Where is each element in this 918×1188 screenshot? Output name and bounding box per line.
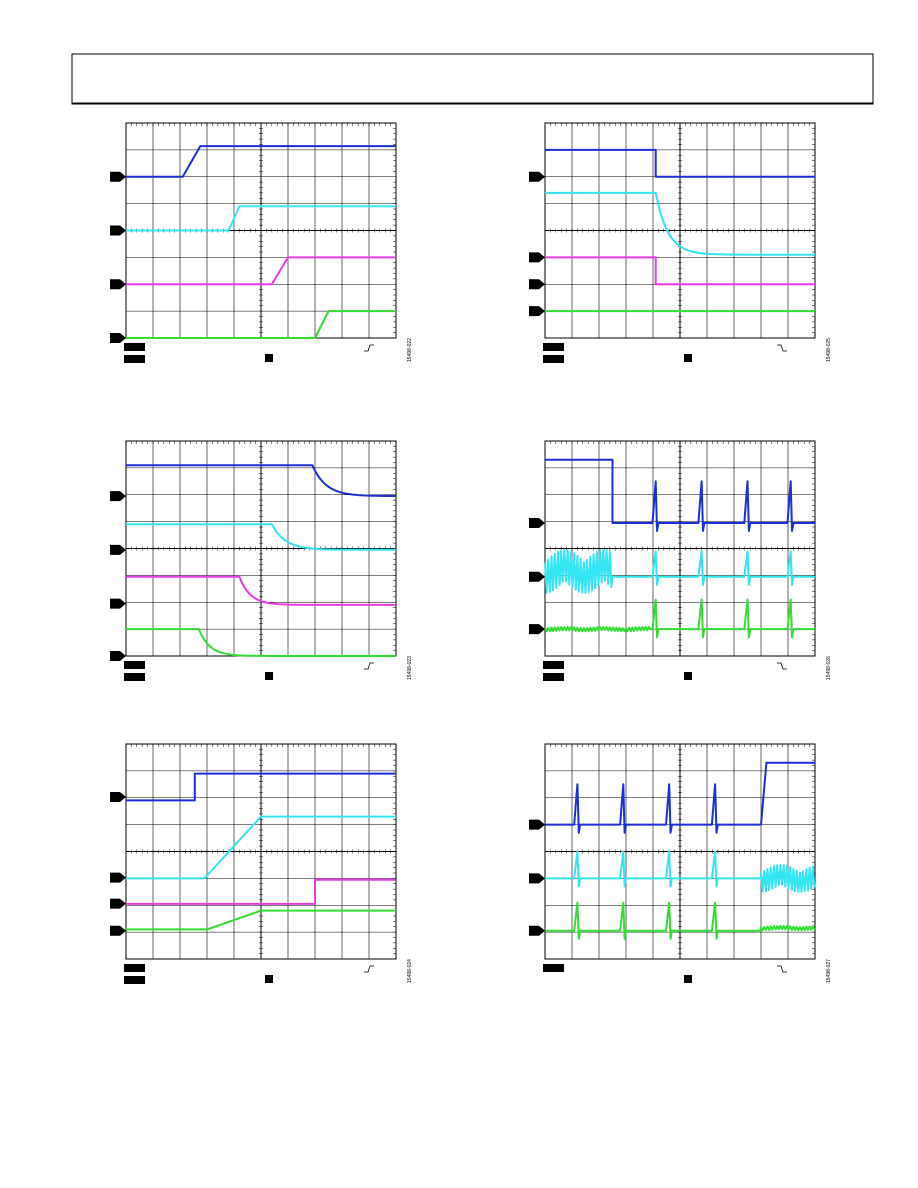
figure-id: 15498-026 bbox=[826, 656, 832, 680]
trace bbox=[126, 464, 396, 497]
channel-marker bbox=[110, 225, 126, 236]
trace bbox=[545, 256, 815, 286]
trace bbox=[126, 909, 396, 931]
readout-box bbox=[543, 661, 564, 669]
trace bbox=[544, 598, 815, 639]
channel-marker bbox=[529, 306, 545, 317]
readout-box bbox=[124, 355, 145, 363]
trace bbox=[126, 878, 396, 905]
figure-id: 15498-023 bbox=[407, 656, 413, 680]
channel-marker bbox=[529, 624, 545, 635]
readout-box bbox=[265, 672, 273, 680]
trace bbox=[544, 548, 815, 594]
channel-marker bbox=[110, 544, 126, 555]
readout-box bbox=[543, 673, 564, 681]
channel-marker bbox=[529, 873, 545, 884]
channel-marker bbox=[110, 171, 126, 182]
scope-panel: 15498-024 bbox=[110, 743, 413, 984]
channel-marker bbox=[110, 651, 126, 661]
trace bbox=[126, 145, 396, 178]
trace bbox=[545, 850, 816, 893]
trace bbox=[126, 772, 396, 802]
channel-marker bbox=[529, 571, 545, 582]
channel-marker bbox=[110, 491, 126, 502]
channel-marker bbox=[529, 171, 545, 182]
trace bbox=[126, 523, 396, 551]
trigger-symbol bbox=[777, 344, 787, 352]
readout-box bbox=[265, 354, 273, 362]
trace bbox=[126, 310, 396, 339]
readout-box bbox=[543, 964, 564, 972]
readout-box bbox=[684, 354, 692, 362]
trace bbox=[545, 761, 815, 834]
figure-id: 15498-022 bbox=[407, 338, 413, 362]
trace bbox=[545, 148, 815, 178]
readout-box bbox=[543, 355, 564, 363]
trace bbox=[126, 575, 396, 606]
scope-panel: 15498-026 bbox=[529, 440, 832, 681]
trigger-symbol bbox=[364, 662, 374, 670]
scope-panel: 15498-025 bbox=[529, 122, 832, 363]
channel-marker bbox=[529, 517, 545, 528]
readout-box bbox=[124, 673, 145, 681]
readout-box bbox=[684, 975, 692, 983]
scope-panel: 15498-022 bbox=[110, 122, 413, 363]
trace bbox=[126, 205, 396, 232]
channel-marker bbox=[529, 819, 545, 830]
channel-marker bbox=[110, 598, 126, 609]
readout-box bbox=[684, 672, 692, 680]
readout-box bbox=[265, 975, 273, 983]
readout-box bbox=[124, 661, 145, 669]
figure-id: 15498-024 bbox=[407, 959, 413, 983]
trigger-symbol bbox=[777, 662, 787, 670]
channel-marker bbox=[110, 791, 126, 802]
channel-marker bbox=[529, 279, 545, 290]
readout-box bbox=[543, 343, 564, 351]
channel-marker bbox=[110, 898, 126, 909]
figure-id: 15498-025 bbox=[826, 338, 832, 362]
header-box bbox=[71, 53, 874, 105]
trace bbox=[126, 815, 396, 880]
scope-panels: 15498-022 15498-025 15498-023 15498-026 1549… bbox=[110, 122, 832, 984]
channel-marker bbox=[529, 925, 545, 936]
trigger-symbol bbox=[364, 344, 374, 352]
trace bbox=[126, 256, 396, 286]
trace bbox=[126, 628, 396, 657]
figure-id: 15498-027 bbox=[826, 959, 832, 983]
trigger-symbol bbox=[777, 965, 787, 973]
readout-box bbox=[124, 964, 145, 972]
channel-marker bbox=[110, 872, 126, 883]
readout-box bbox=[124, 976, 145, 984]
channel-marker bbox=[110, 925, 126, 936]
channel-marker bbox=[529, 252, 545, 263]
trace bbox=[545, 191, 815, 256]
scope-panel: 15498-023 bbox=[110, 440, 413, 681]
trace bbox=[545, 458, 815, 532]
channel-marker bbox=[110, 279, 126, 290]
trace bbox=[545, 901, 816, 940]
readout-box bbox=[124, 343, 145, 351]
channel-marker bbox=[110, 333, 126, 343]
scope-panel: 15498-027 bbox=[529, 743, 832, 983]
trigger-symbol bbox=[364, 965, 374, 973]
